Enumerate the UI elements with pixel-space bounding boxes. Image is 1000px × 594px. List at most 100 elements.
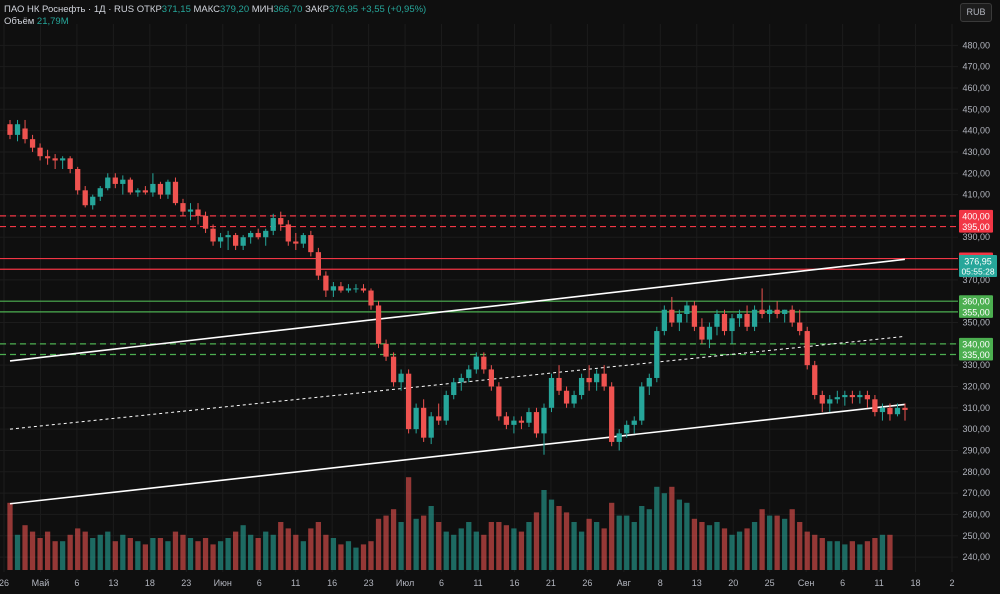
volume-bar	[684, 502, 690, 570]
candle-body	[105, 177, 111, 189]
candle-body	[187, 209, 194, 212]
candle-body	[225, 235, 231, 238]
x-tick-label: 20	[728, 578, 738, 588]
y-tick-label: 330,00	[962, 360, 990, 370]
candle-body	[511, 420, 517, 425]
candle-body	[571, 395, 577, 404]
volume-bar	[556, 506, 562, 570]
volume-bar	[571, 522, 577, 570]
candle-body	[706, 326, 713, 340]
bar-countdown-label: 05:55:28	[961, 267, 994, 277]
volume-bar	[819, 538, 825, 570]
x-tick-label: 26	[582, 578, 592, 588]
volume-bar	[646, 509, 652, 570]
volume-bar	[721, 528, 728, 570]
currency-button[interactable]: RUB	[960, 3, 992, 22]
candle-body	[14, 124, 21, 135]
candle-body	[669, 309, 675, 323]
close-label: ЗАКР	[305, 4, 330, 15]
candle-body	[263, 230, 269, 238]
volume-bar	[586, 518, 592, 570]
candle-body	[872, 399, 878, 413]
x-tick-label: 11	[473, 578, 482, 588]
volume-bar	[857, 544, 863, 570]
high-value: 379,20	[220, 4, 250, 15]
volume-bar	[511, 528, 517, 570]
volume-bar	[451, 534, 457, 570]
volume-bar	[631, 522, 637, 570]
volume-bar	[135, 541, 141, 570]
x-tick-label: 23	[364, 578, 374, 588]
volume-bar	[669, 486, 675, 570]
volume-bar	[22, 525, 28, 570]
volume-bar	[706, 525, 713, 570]
volume-bar	[661, 493, 667, 570]
candle-body	[97, 188, 103, 197]
candle-body	[834, 397, 840, 400]
candle-body	[887, 407, 893, 415]
candle-body	[782, 309, 788, 314]
candle-body	[654, 331, 660, 378]
volume-bar	[52, 541, 58, 570]
volume-bar	[496, 522, 502, 570]
candle-body	[894, 407, 901, 415]
candle-body	[52, 158, 58, 161]
volume-bar	[67, 534, 73, 570]
volume-bar	[443, 531, 449, 570]
volume-bar	[842, 544, 848, 570]
volume-bar	[533, 512, 540, 570]
volume-bar	[578, 531, 585, 570]
x-tick-label: Май	[32, 578, 50, 588]
candle-body	[827, 399, 833, 404]
volume-bar	[150, 538, 156, 570]
volume-bar	[714, 522, 720, 570]
x-tick-label: 11	[874, 578, 883, 588]
chart-legend: ПАО НК Роснефть · 1Д · RUS ОТКР371,15 МА…	[4, 4, 426, 28]
volume-bar	[744, 528, 750, 570]
volume-bar	[37, 538, 43, 570]
candle-body	[323, 275, 329, 291]
candle-body	[541, 407, 547, 434]
volume-bar	[127, 538, 133, 570]
x-tick-label: 18	[911, 578, 921, 588]
candle-body	[398, 373, 404, 383]
volume-bar	[263, 531, 269, 570]
x-tick-label: 8	[658, 578, 663, 588]
volume-bar	[14, 534, 21, 570]
candle-body	[405, 373, 412, 430]
candle-body	[849, 395, 855, 398]
candle-body	[285, 224, 291, 242]
volume-bar	[601, 528, 607, 570]
volume-bar	[217, 541, 224, 570]
volume-bar	[90, 538, 96, 570]
candle-body	[631, 420, 637, 425]
candle-body	[759, 309, 765, 314]
candle-body	[774, 309, 780, 314]
volume-bar	[255, 538, 261, 570]
candle-body	[37, 147, 43, 157]
volume-bar	[481, 534, 487, 570]
candle-body	[135, 190, 141, 193]
volume-bar	[278, 522, 284, 570]
candle-body	[195, 209, 201, 216]
volume-bar	[436, 522, 442, 570]
y-tick-label: 470,00	[962, 62, 990, 72]
candle-body	[421, 407, 427, 438]
candle-body	[563, 390, 570, 404]
symbol-label[interactable]: ПАО НК Роснефть · 1Д · RUS	[4, 4, 135, 15]
volume-bar	[105, 531, 111, 570]
candle-body	[586, 377, 592, 383]
volume-bar	[338, 544, 344, 570]
candle-body	[684, 305, 690, 314]
volume-bar	[172, 531, 179, 570]
volume-bar	[518, 531, 525, 570]
candle-body	[714, 313, 720, 327]
y-tick-label: 410,00	[962, 190, 990, 200]
candle-body	[466, 369, 472, 378]
volume-bar	[804, 531, 810, 570]
volume-bar	[165, 541, 171, 570]
candle-body	[639, 386, 645, 421]
y-tick-label: 350,00	[962, 318, 990, 328]
candle-body	[721, 313, 728, 332]
